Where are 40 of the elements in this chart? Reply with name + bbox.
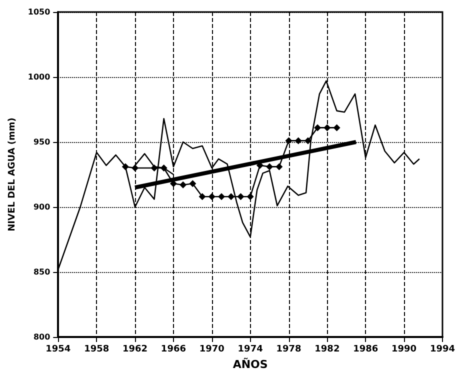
y-tick-label: 800 <box>33 332 51 342</box>
y-axis-title: NIVEL DEL AGUA (mm) <box>8 118 18 232</box>
point <box>189 180 196 188</box>
point <box>170 180 177 188</box>
point <box>218 193 225 200</box>
y-tick-label: 950 <box>33 138 51 146</box>
x-tick-label: 1962 <box>122 344 148 354</box>
point <box>285 137 292 144</box>
point <box>160 164 168 172</box>
point <box>122 163 129 170</box>
x-tick-label: 1966 <box>160 344 186 354</box>
point <box>276 163 283 170</box>
point <box>304 137 312 144</box>
x-tick-label: 1978 <box>276 344 302 354</box>
x-tick-label: 1974 <box>238 344 263 354</box>
x-tick-label: 1994 <box>430 344 456 354</box>
point <box>333 124 340 132</box>
point <box>314 124 322 132</box>
x-tick-label: 1982 <box>314 344 340 354</box>
y-tick-label: 1000 <box>28 72 51 82</box>
point <box>132 164 139 172</box>
x-tick-label: 1986 <box>353 344 378 354</box>
point <box>294 137 302 144</box>
y-tick-label: 900 <box>33 202 51 212</box>
y-tick-label: 1050 <box>28 8 51 16</box>
point <box>198 193 206 200</box>
x-tick-label: 1990 <box>392 344 417 354</box>
point <box>324 124 331 132</box>
x-tick-label: 1958 <box>84 344 110 354</box>
point <box>150 164 158 172</box>
x-axis-title: AÑOS <box>232 357 268 371</box>
point <box>180 181 187 188</box>
x-tick-label: 1954 <box>46 344 71 354</box>
point <box>246 193 254 200</box>
x-tick-label: 1970 <box>199 344 224 354</box>
point <box>266 163 274 170</box>
point <box>237 193 244 200</box>
point <box>228 193 235 200</box>
point <box>208 193 216 200</box>
y-tick-label: 850 <box>33 268 51 276</box>
